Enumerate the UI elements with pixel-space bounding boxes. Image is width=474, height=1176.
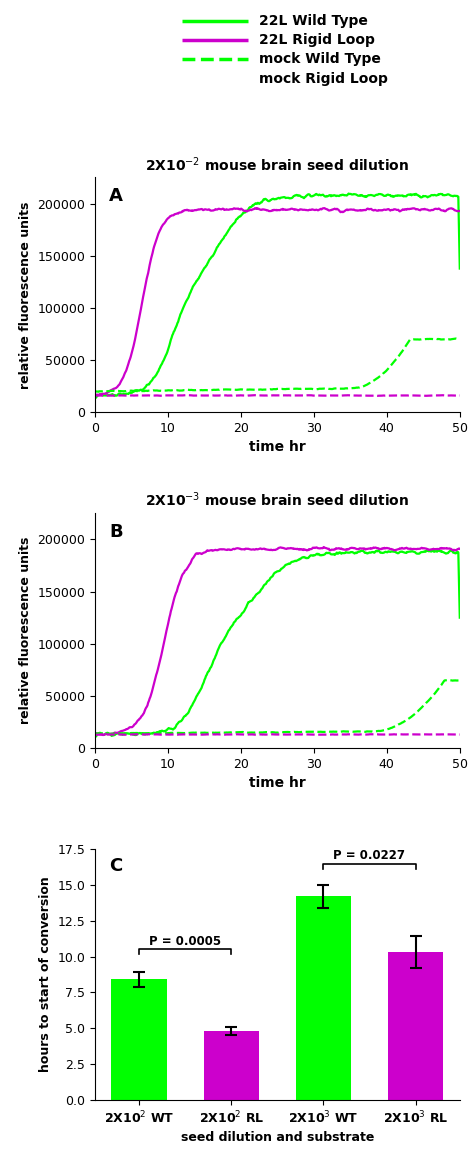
Text: P = 0.0005: P = 0.0005	[149, 935, 221, 948]
Bar	[111, 980, 167, 1100]
X-axis label: time hr: time hr	[249, 441, 306, 454]
Text: mock Wild Type: mock Wild Type	[259, 52, 381, 66]
Text: 22L Rigid Loop: 22L Rigid Loop	[259, 33, 375, 47]
X-axis label: seed dilution and substrate: seed dilution and substrate	[181, 1131, 374, 1144]
Y-axis label: relative fluorescence units: relative fluorescence units	[18, 201, 32, 388]
Text: mock Rigid Loop: mock Rigid Loop	[259, 72, 388, 86]
Text: C: C	[109, 857, 123, 875]
Text: A: A	[109, 187, 123, 205]
Y-axis label: relative fluorescence units: relative fluorescence units	[18, 537, 32, 724]
Y-axis label: hours to start of conversion: hours to start of conversion	[39, 876, 52, 1073]
Text: 22L Wild Type: 22L Wild Type	[259, 14, 368, 27]
Text: B: B	[109, 523, 123, 541]
Bar	[296, 896, 351, 1100]
Text: P = 0.0227: P = 0.0227	[333, 849, 405, 862]
X-axis label: time hr: time hr	[249, 776, 306, 790]
Title: 2X10$^{-3}$ mouse brain seed dilution: 2X10$^{-3}$ mouse brain seed dilution	[145, 490, 410, 509]
Title: 2X10$^{-2}$ mouse brain seed dilution: 2X10$^{-2}$ mouse brain seed dilution	[145, 155, 410, 174]
Bar	[388, 953, 443, 1100]
Bar	[203, 1031, 259, 1100]
